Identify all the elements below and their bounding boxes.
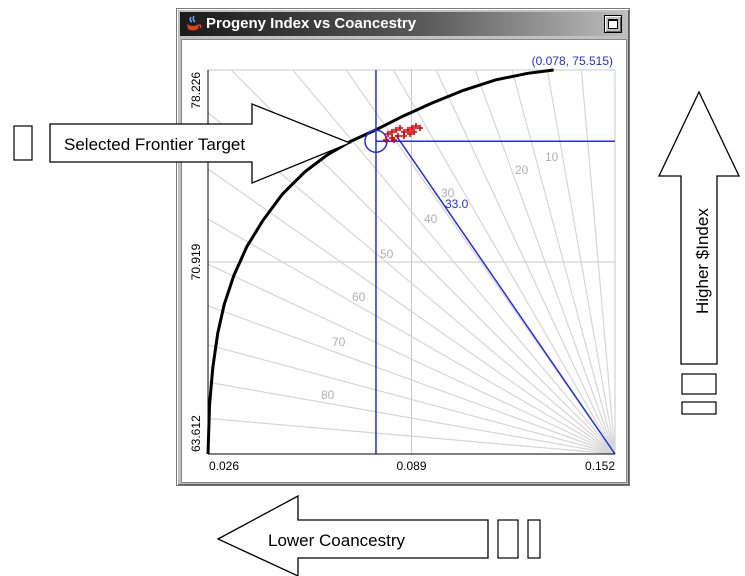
angle-label: 10 <box>545 150 559 164</box>
angle-ray <box>207 168 616 455</box>
selected-ray <box>395 134 616 455</box>
angle-ray <box>474 69 616 455</box>
candidate-point <box>389 129 395 135</box>
selected-point-marker <box>364 129 388 153</box>
angle-label: 60 <box>352 290 366 304</box>
frontier-curve <box>206 68 554 455</box>
candidate-point <box>411 129 417 135</box>
angle-ray <box>546 69 616 455</box>
angle-ray <box>580 69 616 455</box>
maximize-button[interactable] <box>604 15 622 33</box>
up-arrow-icon <box>657 90 741 365</box>
angle-ray <box>435 69 616 455</box>
angle-ray <box>511 69 616 455</box>
angle-label: 30 <box>441 186 455 200</box>
candidate-point <box>417 125 423 131</box>
candidate-point <box>385 131 391 137</box>
selected-target-label: Selected Frontier Target <box>64 135 245 154</box>
angle-label: 70 <box>332 335 346 349</box>
plot-area[interactable]: 10 20 30 40 50 60 70 80 33.0 0.026 0.089 0.152 63.61… <box>181 39 627 483</box>
candidate-point <box>407 131 413 137</box>
y-tick-label: 63.612 <box>189 415 203 452</box>
lower-coancestry-label: Lower Coancestry <box>268 531 406 550</box>
angle-label: 80 <box>321 388 335 402</box>
y-tick-label: 78.226 <box>189 72 203 109</box>
angle-label: 40 <box>424 212 438 226</box>
angle-ray <box>392 69 616 455</box>
candidate-point <box>391 137 397 143</box>
higher-index-label: Higher $Index <box>693 208 712 314</box>
right-arrow-icon <box>49 103 352 184</box>
angle-ray <box>207 305 616 455</box>
angle-ray <box>207 381 616 455</box>
left-arrow-icon <box>216 494 489 576</box>
selected-angle-label: 33.0 <box>445 197 469 211</box>
small-box <box>681 373 717 395</box>
angle-label: 20 <box>515 163 529 177</box>
java-cup-icon <box>187 15 202 31</box>
candidate-point <box>409 125 415 131</box>
candidate-point <box>405 127 411 133</box>
title-bar[interactable]: Progeny Index vs Coancestry <box>180 12 626 36</box>
angle-ray <box>207 218 616 455</box>
candidate-point <box>397 125 403 131</box>
candidate-point <box>395 133 401 139</box>
x-tick-label: 0.026 <box>209 459 239 473</box>
small-box <box>527 519 541 559</box>
angle-ray <box>207 263 616 455</box>
x-tick-label: 0.089 <box>396 459 426 473</box>
candidate-point <box>383 137 389 143</box>
angle-label: 50 <box>380 247 394 261</box>
small-box <box>497 519 519 559</box>
progeny-window: Progeny Index vs Coancestry 10 20 30 40 50 60… <box>176 8 630 486</box>
small-box <box>13 125 33 161</box>
candidate-point <box>401 133 407 139</box>
angle-ray <box>292 69 616 455</box>
angle-ray <box>207 344 616 455</box>
window-title: Progeny Index vs Coancestry <box>206 15 417 32</box>
x-tick-label: 0.152 <box>585 459 615 473</box>
small-box <box>681 401 717 415</box>
candidate-point <box>393 127 399 133</box>
y-tick-label: 70.919 <box>189 243 203 280</box>
candidate-point <box>413 123 419 129</box>
coordinate-readout: (0.078, 75.515) <box>532 54 613 68</box>
angle-ray <box>207 417 616 455</box>
